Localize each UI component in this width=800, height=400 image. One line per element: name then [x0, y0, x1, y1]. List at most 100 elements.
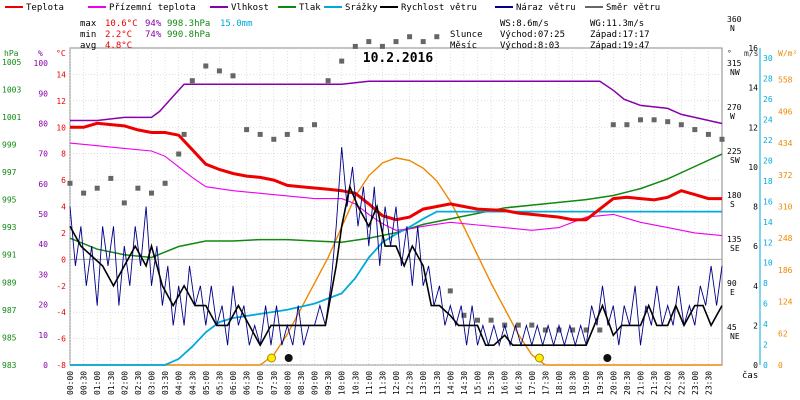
pressure-tick-label: 995 [2, 196, 17, 205]
wind-direction-point [216, 68, 222, 74]
legend-label: Rychlost větru [401, 3, 477, 13]
wind-direction-point [515, 322, 521, 328]
wind-direction-point [570, 327, 576, 333]
wind-direction-point [149, 190, 154, 196]
wind-direction-point [298, 127, 304, 133]
wind-direction-point [556, 327, 562, 333]
x-tick-label: 16:30 [514, 371, 523, 395]
x-tick-label: 03:30 [161, 371, 170, 395]
solar-unit: W/m² [778, 49, 797, 58]
wind-direction-point [94, 185, 100, 191]
humidity-tick-label: 60 [38, 180, 48, 189]
x-tick-label: 06:00 [229, 371, 238, 395]
moonrise-marker [284, 354, 293, 362]
rain-tick-label: 22 [763, 136, 773, 145]
temperature-tick-label: 12 [56, 97, 66, 106]
x-tick-label: 22:00 [664, 371, 673, 395]
solar-tick-label: 434 [778, 139, 793, 148]
x-tick-label: 18:00 [555, 371, 564, 395]
wind-speed-tick-label: 8 [753, 203, 758, 212]
wind-direction-point [488, 317, 494, 323]
x-tick-label: 10:00 [338, 371, 347, 395]
humidity-tick-label: 90 [38, 89, 48, 98]
sunrise-time: Východ:07:25 [500, 30, 565, 40]
wind-direction-tick-compass: SW [730, 156, 740, 165]
pressure-tick-label: 999 [2, 140, 17, 149]
wind-direction-point [610, 122, 616, 128]
pressure-tick-label: 991 [2, 251, 17, 260]
wind-direction-tick-compass: N [730, 24, 735, 33]
x-tick-label: 10:30 [351, 371, 360, 395]
wind-direction-point [651, 117, 657, 123]
wind-direction-point [230, 73, 236, 79]
stat-max-label: max [80, 19, 97, 29]
sunrise-marker [267, 353, 277, 363]
legend-label: Tlak [299, 3, 321, 13]
wind-speed-tick-label: 14 [748, 84, 758, 93]
wind-direction-point [529, 322, 535, 328]
x-tick-label: 00:00 [66, 371, 75, 395]
legend-label: Přízemní teplota [109, 3, 196, 13]
humidity-tick-label: 30 [38, 270, 48, 279]
wind-direction-tick-degree: 180 [727, 191, 742, 200]
date-title: 10.2.2016 [363, 51, 434, 66]
stat-max-temp: 10.6°C [105, 19, 138, 29]
x-tick-label: 15:30 [487, 371, 496, 395]
temperature-tick-label: 6 [61, 176, 66, 185]
x-tick-label: 02:30 [134, 371, 143, 395]
wind-direction-tick-compass: S [730, 200, 735, 209]
legend-label: Teplota [26, 3, 64, 13]
wind-direction-point [325, 78, 331, 84]
wind-direction-tick-degree: 45 [727, 323, 737, 332]
wind-speed-tick-label: 12 [748, 123, 758, 132]
sunset-time: Západ:17:17 [590, 30, 650, 40]
pressure-tick-label: 1005 [2, 58, 21, 67]
wind-direction-point [181, 131, 187, 137]
wind-direction-point [352, 43, 358, 49]
moonset-time: Západ:19:47 [590, 41, 650, 51]
x-tick-label: 17:00 [528, 371, 537, 395]
x-tick-label: 21:30 [650, 371, 659, 395]
solar-tick-label: 62 [778, 329, 788, 338]
temperature-tick-label: 0 [61, 255, 66, 264]
wind-direction-tick-degree: 270 [727, 103, 742, 112]
x-tick-label: 20:00 [609, 371, 618, 395]
wind-direction-unit: ° [727, 49, 732, 58]
wind-direction-tick-degree: 135 [727, 235, 742, 244]
wind-direction-point [312, 122, 317, 128]
stat-min-hum: 74% [145, 30, 162, 40]
humidity-tick-label: 80 [38, 119, 48, 128]
wind-direction-point [366, 39, 372, 45]
stat-max-rain: 15.0mm [220, 19, 253, 29]
x-tick-label: 02:00 [120, 371, 129, 395]
wind-direction-tick-degree: 90 [727, 279, 737, 288]
humidity-tick-label: 40 [38, 240, 48, 249]
wind-direction-point [692, 127, 698, 133]
rain-tick-label: 16 [763, 197, 773, 206]
wind-direction-tick-compass: E [730, 288, 735, 297]
humidity-tick-label: 70 [38, 150, 48, 159]
wind-speed-tick-label: 2 [753, 321, 758, 330]
wind-speed-tick-label: 10 [748, 163, 758, 172]
x-tick-label: 21:00 [637, 371, 646, 395]
wind-direction-point [705, 131, 711, 137]
wind-direction-point [67, 180, 73, 186]
wind-direction-tick-degree: 225 [727, 147, 742, 156]
wind-direction-point [244, 127, 250, 133]
wind-direction-point [665, 119, 671, 125]
rain-tick-label: 12 [763, 238, 773, 247]
wind-direction-point [420, 39, 426, 45]
wind-speed-tick-label: 16 [748, 44, 758, 53]
x-tick-label: 18:30 [569, 371, 578, 395]
sunset-marker [534, 353, 544, 363]
wind-direction-point [379, 43, 385, 49]
wind-direction-tick-compass: NE [730, 332, 740, 341]
x-tick-label: 09:00 [311, 371, 320, 395]
wind-direction-point [189, 78, 195, 84]
wind-direction-point [719, 136, 725, 142]
x-tick-label: 14:00 [446, 371, 455, 395]
x-tick-label: 19:00 [582, 371, 591, 395]
rain-tick-label: 14 [763, 218, 773, 227]
humidity-unit: % [38, 49, 43, 58]
